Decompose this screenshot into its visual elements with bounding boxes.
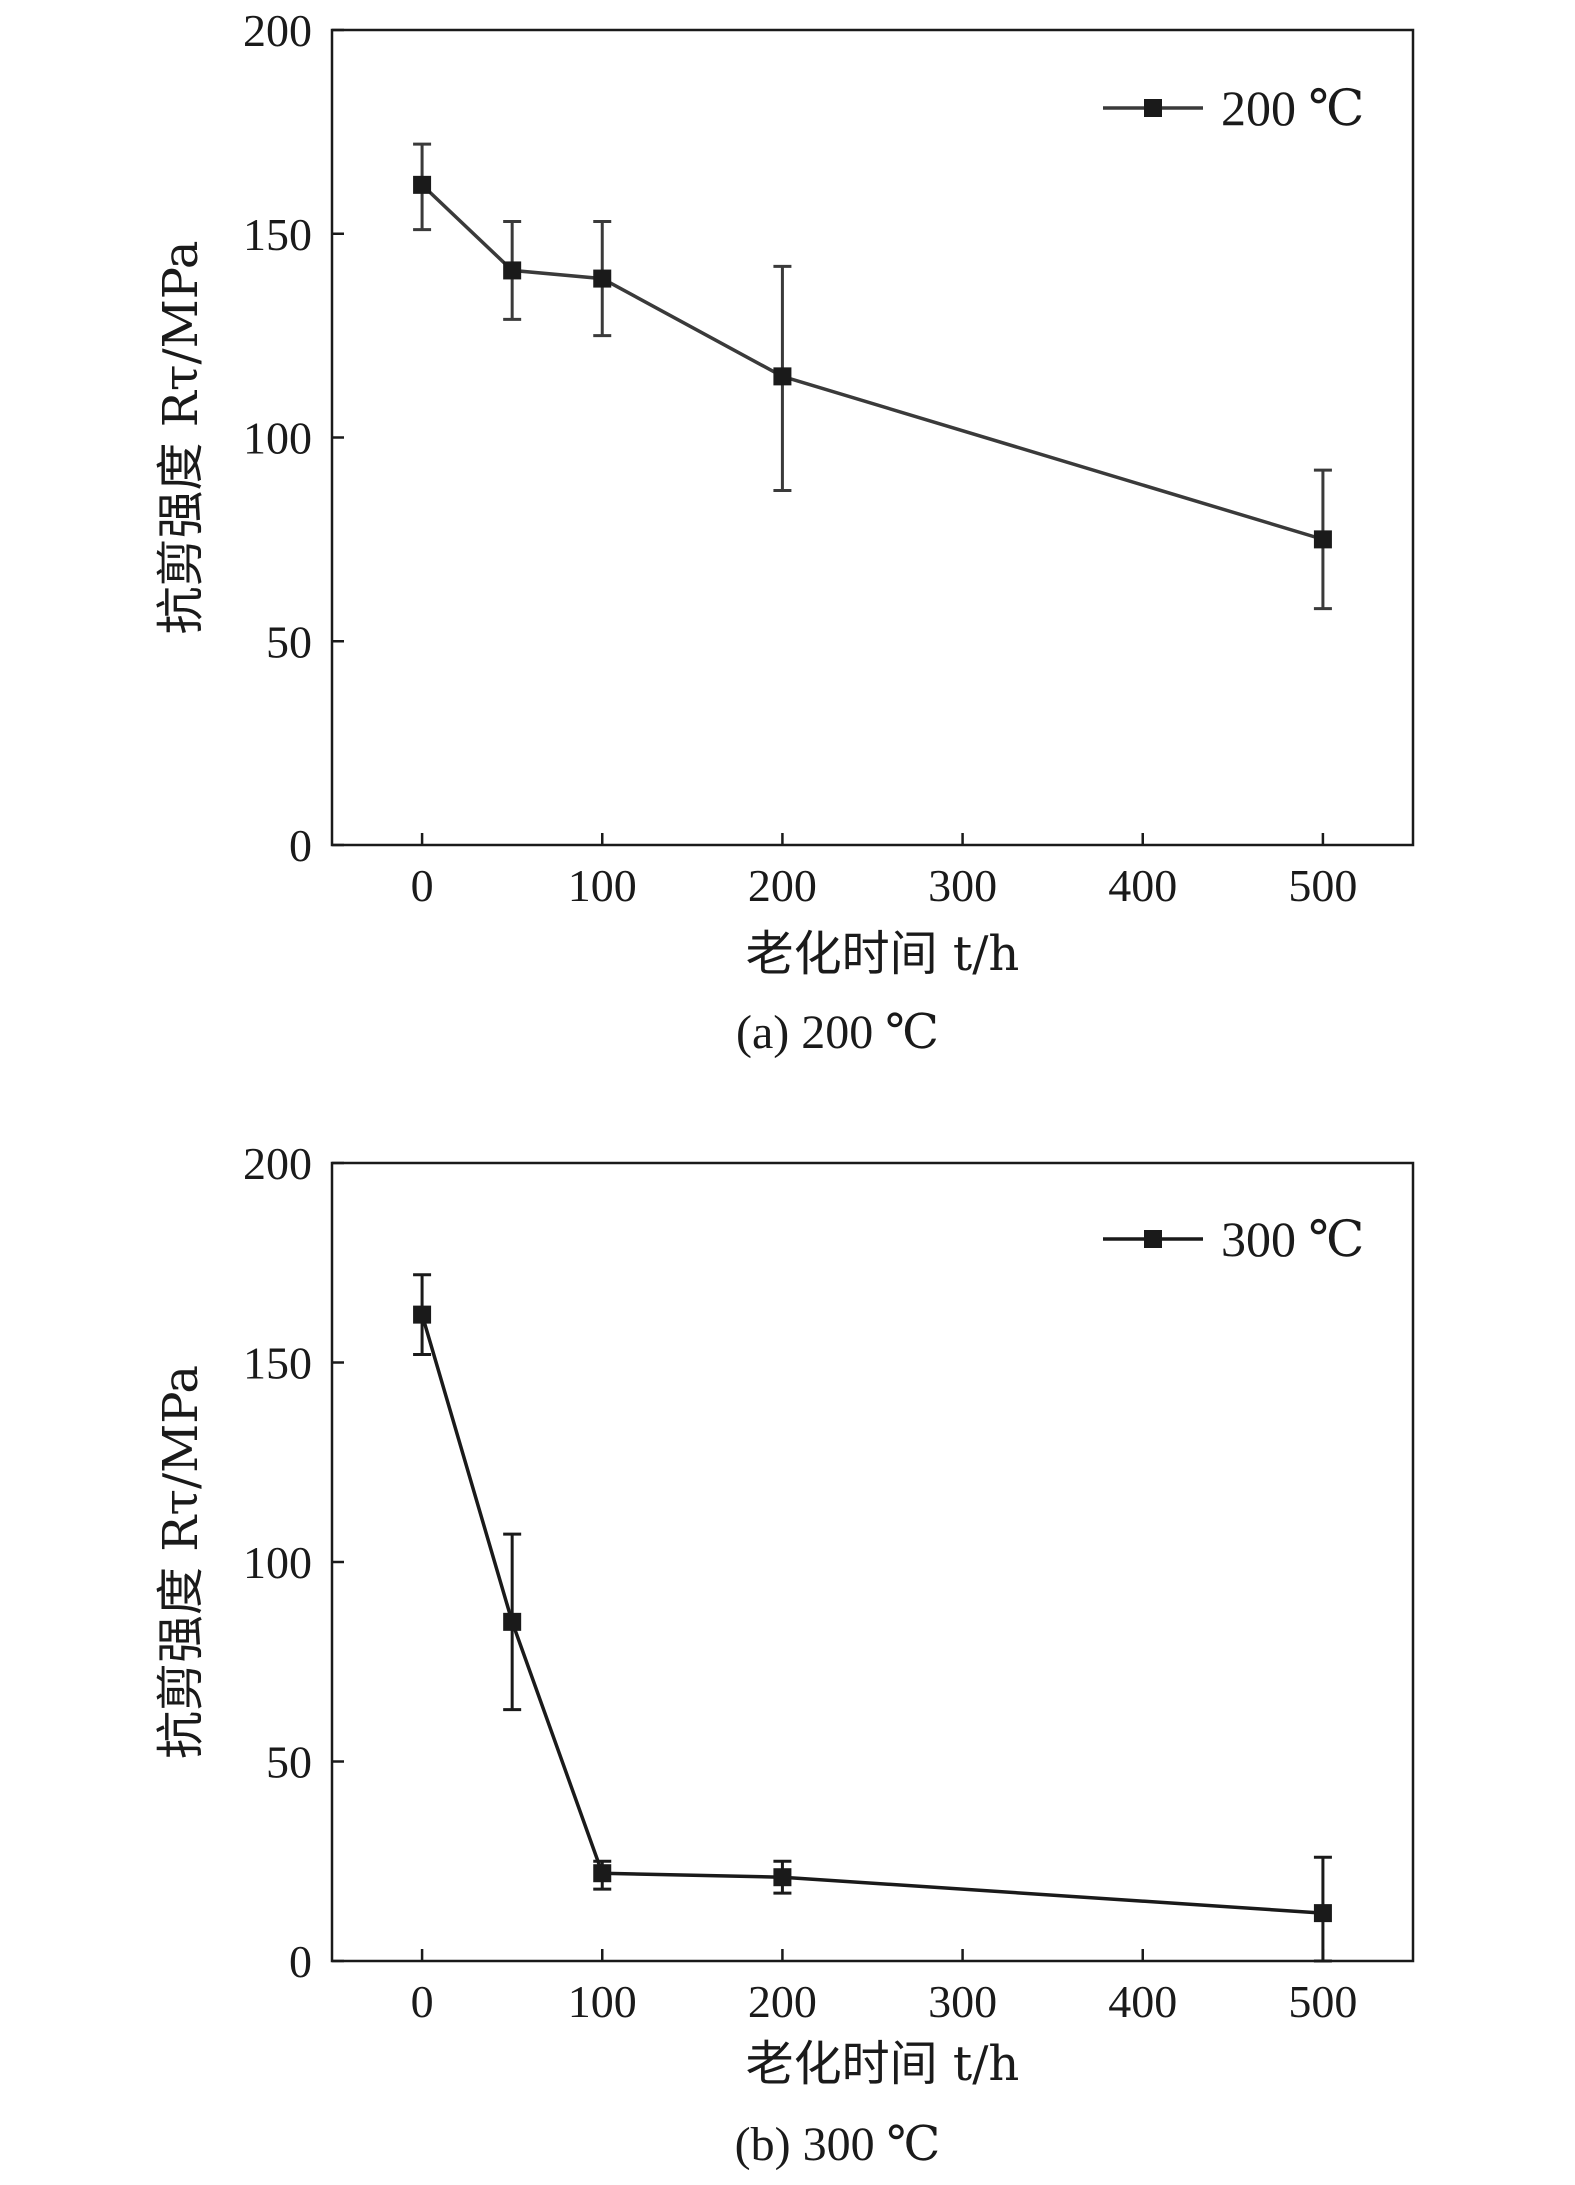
legend-marker bbox=[1144, 1230, 1162, 1248]
x-tick-label: 500 bbox=[1288, 1976, 1357, 2027]
series-line bbox=[420, 1314, 1324, 1915]
x-tick-label: 300 bbox=[928, 1976, 997, 2027]
legend-label: 300 ℃ bbox=[1221, 1211, 1364, 1267]
y-tick-label: 0 bbox=[289, 1936, 312, 1987]
x-tick-label: 100 bbox=[568, 860, 637, 911]
legend-label: 200 ℃ bbox=[1221, 80, 1364, 136]
x-tick-label: 500 bbox=[1288, 860, 1357, 911]
y-tick-label: 50 bbox=[266, 616, 312, 667]
legend-marker bbox=[1144, 99, 1162, 117]
y-tick-label: 200 bbox=[243, 1138, 312, 1189]
y-tick-label: 100 bbox=[243, 1537, 312, 1588]
y-tick-label: 200 bbox=[243, 5, 312, 56]
y-tick-label: 150 bbox=[243, 209, 312, 260]
plot-frame bbox=[330, 28, 1415, 847]
data-point-marker bbox=[773, 367, 792, 386]
y-tick-label: 0 bbox=[289, 820, 312, 871]
data-point-marker bbox=[593, 269, 612, 288]
x-axis-label: 老化时间 t/h bbox=[746, 926, 1020, 982]
x-tick-label: 200 bbox=[748, 860, 817, 911]
chart-panel-a: 0 100 200 300 400 500 0 50 100 150 200 老化时间 t/h 抗剪强度… bbox=[153, 5, 1415, 1059]
panel-caption: (b) 300 ℃ bbox=[735, 2118, 941, 2171]
chart-panel-b: 0 100 200 300 400 500 0 50 100 150 200 老化时间 t/h 抗剪强度… bbox=[153, 1138, 1415, 2171]
data-point-marker bbox=[413, 1305, 432, 1324]
x-tick-label: 400 bbox=[1108, 860, 1177, 911]
data-point-marker bbox=[593, 1864, 612, 1883]
series-line bbox=[420, 183, 1324, 542]
x-tick-label: 100 bbox=[568, 1976, 637, 2027]
y-tick-label: 100 bbox=[243, 413, 312, 464]
panel-caption: (a) 200 ℃ bbox=[736, 1006, 939, 1059]
x-tick-label: 400 bbox=[1108, 1976, 1177, 2027]
data-point-marker bbox=[1313, 1904, 1332, 1923]
x-tick-label: 300 bbox=[928, 860, 997, 911]
data-point-marker bbox=[1313, 530, 1332, 549]
y-tick-label: 150 bbox=[243, 1338, 312, 1389]
x-tick-label: 0 bbox=[411, 1976, 434, 2027]
data-point-marker bbox=[503, 1612, 522, 1631]
x-axis-label: 老化时间 t/h bbox=[746, 2036, 1020, 2092]
y-tick-label: 50 bbox=[266, 1737, 312, 1788]
y-axis-label: 抗剪强度 Rτ/MPa bbox=[153, 240, 209, 634]
y-axis-label: 抗剪强度 Rτ/MPa bbox=[153, 1365, 209, 1759]
x-tick-label: 0 bbox=[411, 860, 434, 911]
data-point-marker bbox=[503, 261, 522, 280]
data-point-marker bbox=[773, 1868, 792, 1887]
data-point-marker bbox=[413, 175, 432, 194]
x-tick-label: 200 bbox=[748, 1976, 817, 2027]
